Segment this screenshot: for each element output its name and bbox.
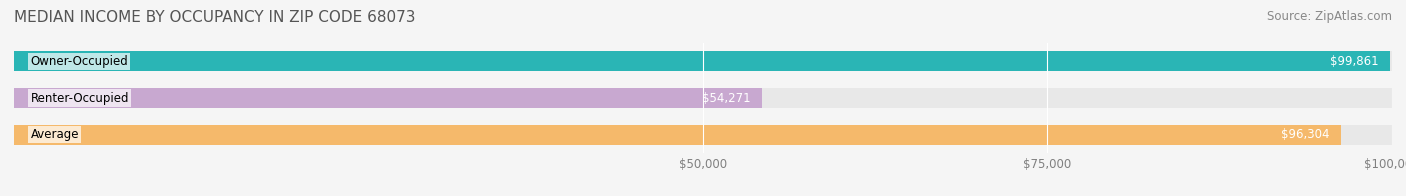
Text: Owner-Occupied: Owner-Occupied — [31, 55, 128, 68]
Bar — [14, 88, 1392, 108]
Text: MEDIAN INCOME BY OCCUPANCY IN ZIP CODE 68073: MEDIAN INCOME BY OCCUPANCY IN ZIP CODE 6… — [14, 10, 416, 25]
Bar — [14, 51, 1391, 72]
Bar — [14, 51, 1392, 72]
Bar — [14, 124, 1392, 145]
Text: Source: ZipAtlas.com: Source: ZipAtlas.com — [1267, 10, 1392, 23]
Text: $54,271: $54,271 — [702, 92, 751, 104]
Text: $96,304: $96,304 — [1281, 128, 1330, 141]
Text: Average: Average — [31, 128, 79, 141]
Text: $99,861: $99,861 — [1330, 55, 1379, 68]
Text: Renter-Occupied: Renter-Occupied — [31, 92, 129, 104]
Bar — [14, 88, 762, 108]
Bar — [14, 124, 1341, 145]
